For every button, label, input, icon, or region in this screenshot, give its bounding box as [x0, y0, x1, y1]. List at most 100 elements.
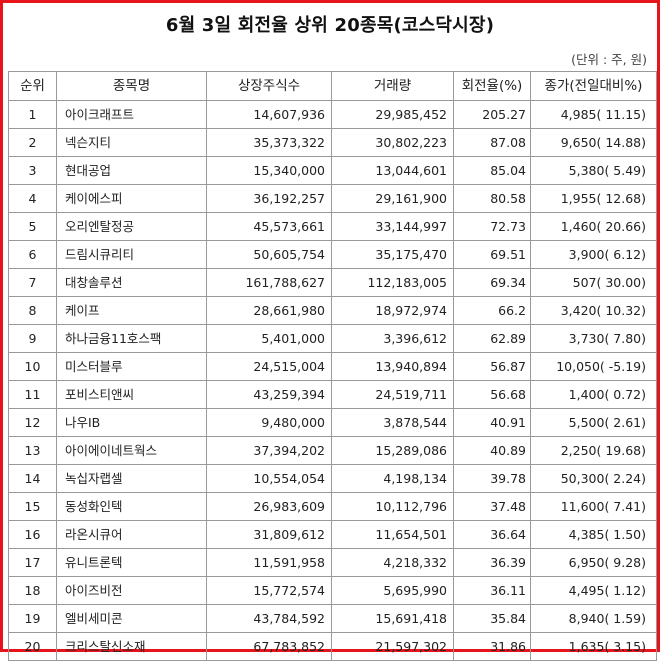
table-row: 16 라온시큐어 31,809,612 11,654,501 36.64 4,385( 1…	[8, 520, 657, 549]
cell-listed-shares: 36,192,257	[206, 184, 332, 213]
cell-listed-shares: 31,809,612	[206, 520, 332, 549]
cell-rank: 9	[8, 324, 57, 353]
cell-listed-shares: 15,340,000	[206, 156, 332, 185]
cell-volume: 13,044,601	[331, 156, 454, 185]
cell-name: 나우IB	[56, 408, 207, 437]
cell-listed-shares: 37,394,202	[206, 436, 332, 465]
cell-rank: 17	[8, 548, 57, 577]
cell-volume: 3,878,544	[331, 408, 454, 437]
cell-turnover: 69.34	[453, 268, 531, 297]
cell-volume: 24,519,711	[331, 380, 454, 409]
cell-listed-shares: 43,784,592	[206, 604, 332, 633]
cell-rank: 6	[8, 240, 57, 269]
cell-name: 유니트론텍	[56, 548, 207, 577]
cell-listed-shares: 5,401,000	[206, 324, 332, 353]
cell-close: 4,985( 11.15)	[530, 100, 657, 129]
cell-listed-shares: 10,554,054	[206, 464, 332, 493]
cell-rank: 7	[8, 268, 57, 297]
cell-rank: 8	[8, 296, 57, 325]
cell-close: 1,635( 3.15)	[530, 632, 657, 661]
table-row: 18 아이즈비전 15,772,574 5,695,990 36.11 4,495( 1.…	[8, 576, 657, 605]
cell-name: 아이즈비전	[56, 576, 207, 605]
cell-turnover: 87.08	[453, 128, 531, 157]
cell-turnover: 40.91	[453, 408, 531, 437]
table-row: 13 아이에이네트웍스 37,394,202 15,289,086 40.89 2,250…	[8, 436, 657, 465]
cell-volume: 4,198,134	[331, 464, 454, 493]
table-row: 5 오리엔탈정공 45,573,661 33,144,997 72.73 1,460( 2…	[8, 212, 657, 241]
cell-listed-shares: 161,788,627	[206, 268, 332, 297]
cell-name: 현대공업	[56, 156, 207, 185]
cell-volume: 33,144,997	[331, 212, 454, 241]
table-row: 7 대창솔루션 161,788,627 112,183,005 69.34 507( 30…	[8, 268, 657, 297]
cell-rank: 12	[8, 408, 57, 437]
cell-listed-shares: 26,983,609	[206, 492, 332, 521]
table-row: 4 케이에스피 36,192,257 29,161,900 80.58 1,955( 12…	[8, 184, 657, 213]
cell-turnover: 80.58	[453, 184, 531, 213]
cell-turnover: 62.89	[453, 324, 531, 353]
cell-listed-shares: 9,480,000	[206, 408, 332, 437]
cell-name: 동성화인텍	[56, 492, 207, 521]
cell-volume: 21,597,302	[331, 632, 454, 661]
cell-name: 녹십자랩셀	[56, 464, 207, 493]
cell-close: 11,600( 7.41)	[530, 492, 657, 521]
cell-turnover: 37.48	[453, 492, 531, 521]
cell-close: 3,900( 6.12)	[530, 240, 657, 269]
table-row: 10 미스터블루 24,515,004 13,940,894 56.87 10,050( …	[8, 352, 657, 381]
cell-close: 5,500( 2.61)	[530, 408, 657, 437]
cell-name: 대창솔루션	[56, 268, 207, 297]
table-row: 11 포비스티앤씨 43,259,394 24,519,711 56.68 1,400( …	[8, 380, 657, 409]
cell-listed-shares: 43,259,394	[206, 380, 332, 409]
cell-rank: 11	[8, 380, 57, 409]
cell-rank: 13	[8, 436, 57, 465]
cell-rank: 16	[8, 520, 57, 549]
cell-close: 10,050( -5.19)	[530, 352, 657, 381]
table-row: 14 녹십자랩셀 10,554,054 4,198,134 39.78 50,300( 2…	[8, 464, 657, 493]
cell-turnover: 36.39	[453, 548, 531, 577]
cell-name: 넥슨지티	[56, 128, 207, 157]
cell-close: 507( 30.00)	[530, 268, 657, 297]
cell-turnover: 36.64	[453, 520, 531, 549]
cell-rank: 5	[8, 212, 57, 241]
cell-turnover: 69.51	[453, 240, 531, 269]
table-row: 2 넥슨지티 35,373,322 30,802,223 87.08 9,650( 14.…	[8, 128, 657, 157]
cell-volume: 10,112,796	[331, 492, 454, 521]
header-close: 종가(전일대비%)	[530, 71, 657, 101]
cell-volume: 15,691,418	[331, 604, 454, 633]
cell-listed-shares: 15,772,574	[206, 576, 332, 605]
cell-turnover: 39.78	[453, 464, 531, 493]
cell-close: 50,300( 2.24)	[530, 464, 657, 493]
cell-turnover: 31.86	[453, 632, 531, 661]
cell-volume: 4,218,332	[331, 548, 454, 577]
cell-listed-shares: 24,515,004	[206, 352, 332, 381]
cell-name: 미스터블루	[56, 352, 207, 381]
cell-name: 아이에이네트웍스	[56, 436, 207, 465]
table-row: 15 동성화인텍 26,983,609 10,112,796 37.48 11,600( …	[8, 492, 657, 521]
cell-close: 4,495( 1.12)	[530, 576, 657, 605]
cell-close: 4,385( 1.50)	[530, 520, 657, 549]
cell-turnover: 56.68	[453, 380, 531, 409]
header-volume: 거래량	[331, 71, 454, 101]
table-row: 1 아이크래프트 14,607,936 29,985,452 205.27 4,985( …	[8, 100, 657, 129]
table-row: 9 하나금융11호스팩 5,401,000 3,396,612 62.89 3,730( …	[8, 324, 657, 353]
unit-note: (단위 : 주, 원)	[571, 52, 647, 67]
cell-turnover: 85.04	[453, 156, 531, 185]
cell-name: 라온시큐어	[56, 520, 207, 549]
cell-volume: 15,289,086	[331, 436, 454, 465]
cell-volume: 18,972,974	[331, 296, 454, 325]
cell-close: 1,460( 20.66)	[530, 212, 657, 241]
cell-rank: 3	[8, 156, 57, 185]
cell-name: 크리스탈신소재	[56, 632, 207, 661]
table-row: 19 엘비세미콘 43,784,592 15,691,418 35.84 8,940( 1…	[8, 604, 657, 633]
table-row: 17 유니트론텍 11,591,958 4,218,332 36.39 6,950( 9.…	[8, 548, 657, 577]
table-row: 12 나우IB 9,480,000 3,878,544 40.91 5,500( 2.61…	[8, 408, 657, 437]
cell-close: 2,250( 19.68)	[530, 436, 657, 465]
cell-close: 8,940( 1.59)	[530, 604, 657, 633]
table-row: 3 현대공업 15,340,000 13,044,601 85.04 5,380( 5.4…	[8, 156, 657, 185]
cell-name: 드림시큐리티	[56, 240, 207, 269]
cell-rank: 14	[8, 464, 57, 493]
cell-name: 케이프	[56, 296, 207, 325]
cell-listed-shares: 50,605,754	[206, 240, 332, 269]
cell-listed-shares: 35,373,322	[206, 128, 332, 157]
cell-rank: 4	[8, 184, 57, 213]
cell-name: 포비스티앤씨	[56, 380, 207, 409]
